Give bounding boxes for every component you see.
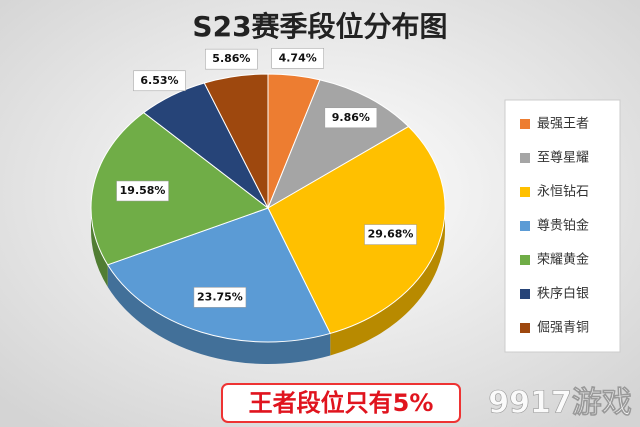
value-label: 19.58% xyxy=(120,184,166,197)
value-label-box xyxy=(271,48,324,69)
value-label: 6.53% xyxy=(140,74,178,87)
legend-label: 秩序白银 xyxy=(537,286,589,302)
legend-label: 最强王者 xyxy=(537,117,589,132)
value-label: 29.68% xyxy=(368,228,414,241)
value-label: 4.74% xyxy=(279,51,317,64)
legend-label: 永恒钻石 xyxy=(537,185,589,200)
value-label: 9.86% xyxy=(332,111,370,124)
legend-swatch xyxy=(520,221,530,231)
legend-swatch xyxy=(520,255,530,265)
value-label-box xyxy=(133,70,186,92)
legend-label: 至尊星耀 xyxy=(537,150,589,166)
value-label-box xyxy=(193,287,247,308)
value-label-box xyxy=(364,224,417,245)
legend-swatch xyxy=(520,323,530,333)
legend-label: 荣耀黄金 xyxy=(537,252,589,268)
legend-label: 尊贵铂金 xyxy=(537,218,589,234)
slice xyxy=(267,125,446,335)
legend-label: 倔强青铜 xyxy=(537,321,589,336)
value-label-box xyxy=(116,180,169,202)
slice xyxy=(90,111,270,266)
value-label-box xyxy=(324,107,378,129)
annotation-box xyxy=(221,383,461,423)
annotation: 王者段位只有5% xyxy=(249,389,434,417)
slice-side xyxy=(91,208,108,287)
slice xyxy=(203,73,269,209)
watermark: 9917游戏 xyxy=(488,386,632,421)
value-label: 23.75% xyxy=(197,290,243,303)
value-label-box xyxy=(205,48,258,70)
legend-swatch xyxy=(520,289,530,299)
slice-side xyxy=(330,208,445,356)
value-label: 5.86% xyxy=(212,52,250,65)
chart-title: S23赛季段位分布图 xyxy=(192,10,447,43)
legend-swatch xyxy=(520,153,530,163)
slice xyxy=(106,207,331,343)
slice-side xyxy=(107,264,331,364)
legend-swatch xyxy=(520,187,530,197)
legend-swatch xyxy=(520,119,530,129)
